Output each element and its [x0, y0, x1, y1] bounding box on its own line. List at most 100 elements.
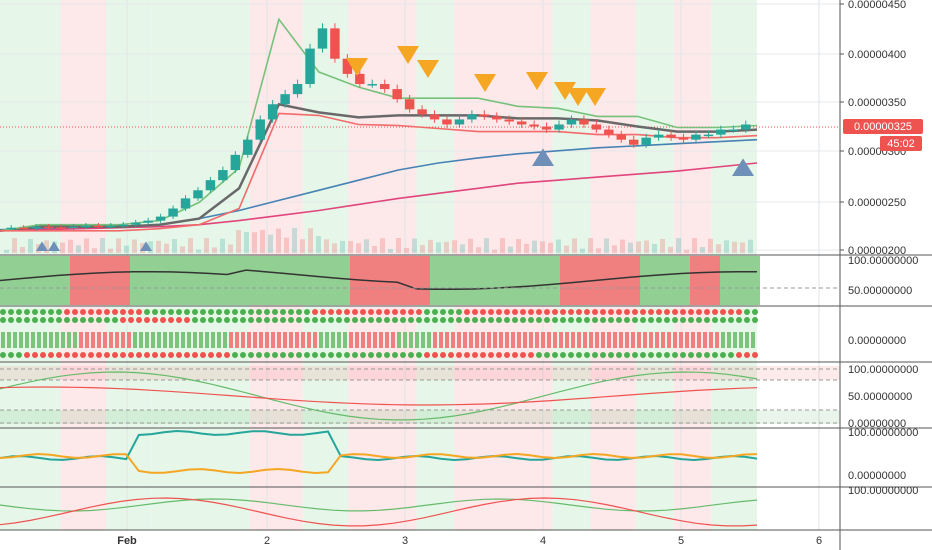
- pane2-dot: [120, 309, 126, 315]
- pane2-bar: [697, 332, 701, 348]
- pane2-dot: [24, 352, 30, 358]
- pane2-dot: [32, 317, 38, 323]
- pane1-block: [610, 256, 620, 305]
- pane2-dot: [584, 317, 590, 323]
- pane2-dot: [488, 352, 494, 358]
- volume-bar: [636, 241, 641, 253]
- pane2-bar: [661, 332, 665, 348]
- pane2-bar: [571, 332, 575, 348]
- pane1-block: [430, 256, 440, 305]
- candle-body: [255, 119, 265, 140]
- pane2-dot: [408, 317, 414, 323]
- pane2-dot: [336, 309, 342, 315]
- overlay-line: [0, 102, 758, 233]
- pane2-dot: [432, 317, 438, 323]
- pane2-dot: [536, 309, 542, 315]
- pane2-bar: [475, 332, 479, 348]
- pane2-bar: [451, 332, 455, 348]
- pane2-bar: [229, 332, 233, 348]
- pane2-dot: [392, 352, 398, 358]
- candle-body: [292, 84, 303, 95]
- volume-bar: [380, 238, 385, 253]
- pane-tick-label: 0.00000000: [848, 335, 906, 347]
- pane2-dot: [208, 352, 214, 358]
- price-tick-label: 0.00000450: [848, 0, 906, 11]
- pane2-dot: [424, 352, 430, 358]
- pane2-dot: [568, 317, 574, 323]
- candle-body: [305, 48, 315, 85]
- sell-marker: [567, 88, 589, 106]
- buy-marker: [48, 241, 60, 251]
- pane2-dot: [72, 317, 78, 323]
- candle-body: [380, 84, 390, 90]
- price-tick-label: 0.00000250: [848, 197, 906, 209]
- candle-body: [529, 124, 539, 127]
- pane2-bar: [163, 332, 167, 348]
- pane2-bar: [283, 332, 287, 348]
- pane2-dot: [296, 309, 302, 315]
- pane2-dot: [576, 309, 582, 315]
- pane2-dot: [632, 309, 638, 315]
- pane2-dot: [320, 317, 326, 323]
- pane2-bar: [691, 332, 695, 348]
- pane2-dot: [40, 352, 46, 358]
- pane2-dot: [352, 352, 358, 358]
- pane2-dot: [592, 317, 598, 323]
- pane2-dot: [248, 352, 254, 358]
- countdown-label: 45:02: [887, 138, 915, 150]
- candle-body: [68, 226, 79, 229]
- pane2-dot: [536, 317, 542, 323]
- pane4-line-orange: [0, 452, 758, 475]
- candle-body: [43, 226, 54, 229]
- pane2-dot: [448, 309, 454, 315]
- pane2-bar: [235, 332, 239, 348]
- pane2-dot: [32, 352, 38, 358]
- pane2-bar: [415, 332, 419, 348]
- last-price-label: 0.00000325: [854, 121, 912, 133]
- pane1-block: [520, 256, 530, 305]
- pane2-dot: [568, 309, 574, 315]
- pane2-dot: [216, 317, 222, 323]
- pane2-bar: [343, 332, 347, 348]
- pane2-bar: [589, 332, 593, 348]
- pane2-dot: [552, 317, 558, 323]
- pane2-dot: [368, 309, 374, 315]
- pane1-block: [530, 256, 540, 305]
- pane1-block: [140, 256, 150, 305]
- pane2-bar: [505, 332, 509, 348]
- pane2-bar: [517, 332, 521, 348]
- volume-bar: [428, 239, 433, 253]
- pane2-bar: [91, 332, 95, 348]
- main-price-pane[interactable]: [0, 17, 840, 253]
- pane2-dot: [88, 309, 94, 315]
- pane2-dot: [312, 309, 318, 315]
- pane2-dot: [24, 309, 30, 315]
- pane2-bar: [667, 332, 671, 348]
- pane2-dot: [72, 309, 78, 315]
- pane2-dot: [672, 352, 678, 358]
- sell-marker: [346, 58, 368, 76]
- pane2-dot: [688, 317, 694, 323]
- pane2-bar: [301, 332, 305, 348]
- pane2-dot: [656, 317, 662, 323]
- pane2-dot: [440, 352, 446, 358]
- pane2-bar: [403, 332, 407, 348]
- pane2-bar: [109, 332, 113, 348]
- candle-body: [106, 225, 116, 228]
- pane2-dot: [600, 309, 606, 315]
- pane2-bar: [85, 332, 89, 348]
- pane2-dot: [616, 309, 622, 315]
- pane2-dot: [304, 309, 310, 315]
- volume-bar: [572, 238, 577, 253]
- pane2-dot: [56, 352, 62, 358]
- pane2-dot: [88, 352, 94, 358]
- pane-tick-label: 0.00000000: [848, 418, 906, 430]
- volume-bar: [484, 238, 489, 253]
- pane2-dot: [488, 317, 494, 323]
- pane5-line-green: [0, 498, 758, 512]
- volume-bar: [556, 239, 561, 253]
- volume-bar: [620, 239, 625, 253]
- pane2-dot: [704, 317, 710, 323]
- volume-bar: [684, 249, 689, 253]
